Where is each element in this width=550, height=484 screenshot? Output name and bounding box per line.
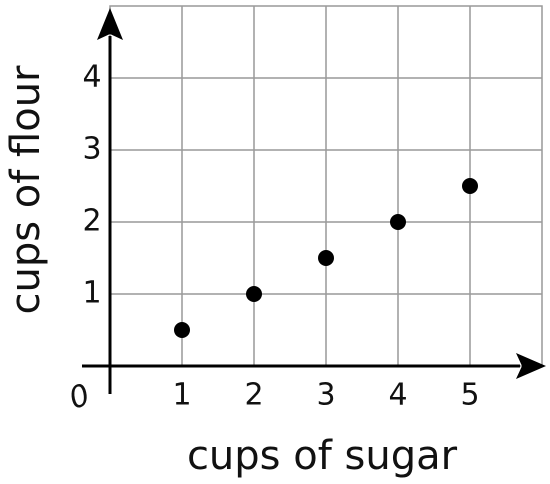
x-tick-label: 2 [244,378,263,413]
x-tick-label: 5 [460,378,479,413]
y-tick-label: 3 [82,132,101,167]
point [318,250,334,266]
x-axis-arrow [516,353,546,379]
origin-label: 0 [65,377,95,416]
point [390,214,406,230]
x-axis-label: cups of sugar [187,433,458,479]
y-tick-label: 2 [82,204,101,239]
point [462,178,478,194]
x-tick-label: 4 [388,378,407,413]
y-tick-label: 1 [82,276,101,311]
y-axis-arrow [97,8,123,40]
point [246,286,262,302]
y-tick-label: 4 [82,60,101,95]
x-tick-label: 1 [172,378,191,413]
y-axis-label: cups of flour [3,65,49,315]
x-tick-label: 3 [316,378,335,413]
point [174,322,190,338]
